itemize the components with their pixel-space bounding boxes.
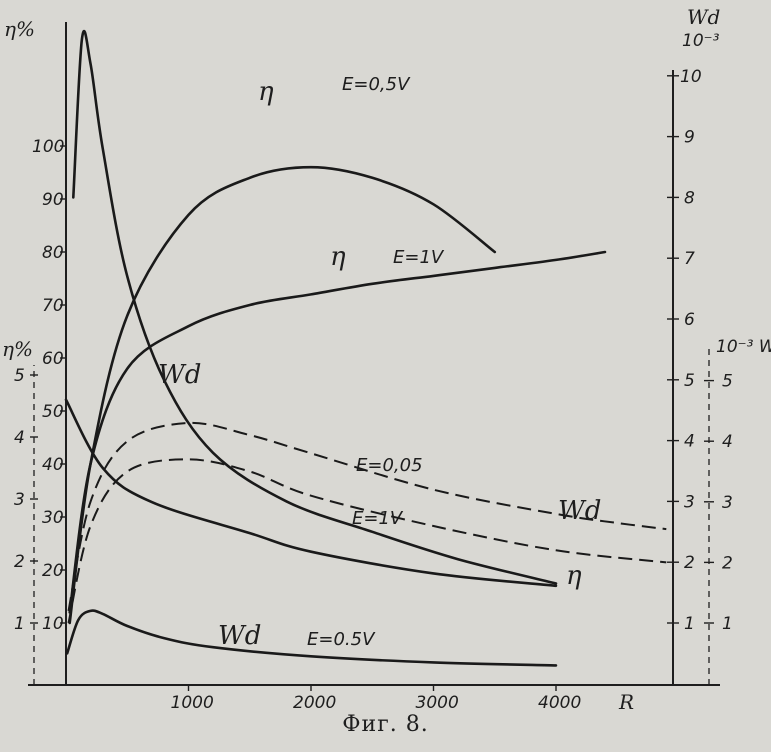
eta-main-tick-label: 50 bbox=[42, 402, 64, 422]
w-right2-tick-label: 1 bbox=[722, 614, 733, 634]
curves bbox=[64, 29, 667, 667]
eta-main-tick-label: 10 bbox=[42, 614, 64, 634]
wd-right-tick-label: 6 bbox=[684, 310, 695, 330]
eta-main-tick-label: 30 bbox=[42, 508, 64, 528]
x-axis-title: R bbox=[618, 690, 634, 710]
w-right2-tick-label: 3 bbox=[722, 493, 733, 513]
eta-small-tick-label: 1 bbox=[14, 614, 25, 634]
dash-005-label: E=0,05 bbox=[356, 455, 423, 476]
chart-svg: 1000 2000 3000 4000 10 20 30 40 50 60 70 80 90 100 1 2 3… bbox=[2, 5, 771, 710]
x-tick-label: 1000 bbox=[171, 693, 214, 710]
eta-1-symbol-label: η bbox=[330, 242, 346, 272]
wd-low-E-label: E=0.5V bbox=[307, 629, 376, 650]
wd-right-tick-label: 10 bbox=[680, 67, 702, 87]
wd-right-axis-unit: 10⁻³ bbox=[682, 31, 720, 51]
eta-small-tick-label: 5 bbox=[14, 366, 25, 386]
series-5--line bbox=[64, 398, 558, 588]
wd-right-tick-label: 7 bbox=[684, 249, 695, 269]
eta-small-tick-label: 2 bbox=[14, 552, 25, 572]
w-right2-axis-title: 10⁻³ W bbox=[716, 337, 771, 357]
eta-small-tick-label: 3 bbox=[14, 490, 25, 510]
eta-05-symbol-label: η bbox=[258, 77, 274, 107]
eta-main-axis-title: η% bbox=[4, 17, 35, 41]
figure-caption: Фиг. 8. bbox=[342, 712, 429, 737]
w-right2-tick-label: 4 bbox=[722, 432, 733, 452]
w-right2-tick-label: 2 bbox=[722, 553, 733, 573]
eta-main-tick-label: 90 bbox=[42, 190, 64, 210]
wd-right-tick-label: 9 bbox=[684, 128, 695, 148]
wd-right-tick-label: 2 bbox=[684, 553, 695, 573]
wd-mid-label: Wd bbox=[558, 496, 601, 526]
wd-right-axis-title: Wd bbox=[687, 5, 720, 29]
series-4-e-1v-line bbox=[67, 458, 667, 624]
w-right2-tick-label: 5 bbox=[722, 372, 733, 392]
curve-labels: η E=0,5V η E=1V Wd E=0,05 E=1V Wd η Wd E… bbox=[158, 74, 601, 651]
eta-main-tick-label: 60 bbox=[42, 349, 64, 369]
eta-low-label: η bbox=[566, 561, 582, 591]
dash-1-label: E=1V bbox=[352, 508, 404, 529]
eta-main-tick-label: 70 bbox=[42, 296, 64, 316]
axes bbox=[28, 22, 720, 686]
eta-main-tick-label: 20 bbox=[42, 561, 64, 581]
x-tick-label: 3000 bbox=[416, 693, 459, 710]
wd-low-label: Wd bbox=[218, 621, 261, 651]
wd-right-tick-label: 5 bbox=[684, 371, 695, 391]
wd-big-label: Wd bbox=[158, 360, 201, 390]
eta-small-axis-title: η% bbox=[2, 337, 33, 361]
series-1-e-1v-line bbox=[68, 250, 607, 614]
wd-right-tick-label: 3 bbox=[684, 492, 695, 512]
wd-right-tick-label: 8 bbox=[684, 188, 695, 208]
x-tick-label: 2000 bbox=[293, 693, 336, 710]
axis-titles: η% η% Wd 10⁻³ 10⁻³ W R bbox=[2, 5, 771, 710]
ticks: 1000 2000 3000 4000 10 20 30 40 50 60 70 80 90 100 1 2 3… bbox=[14, 67, 733, 710]
x-tick-label: 4000 bbox=[538, 693, 581, 710]
series-2-wd-line bbox=[72, 29, 558, 585]
eta-main-tick-label: 100 bbox=[32, 137, 64, 157]
series-6-wd-e-0-5v-line bbox=[65, 609, 558, 667]
eta-05-E-label: E=0,5V bbox=[342, 74, 411, 95]
wd-right-tick-label: 4 bbox=[684, 432, 695, 452]
eta-main-tick-label: 80 bbox=[42, 243, 64, 263]
eta-small-tick-label: 4 bbox=[14, 428, 25, 448]
eta-1-E-label: E=1V bbox=[393, 247, 445, 268]
series-0-e-0-5v-line bbox=[68, 165, 497, 625]
wd-right-tick-label: 1 bbox=[684, 614, 695, 634]
eta-main-tick-label: 40 bbox=[42, 455, 64, 475]
